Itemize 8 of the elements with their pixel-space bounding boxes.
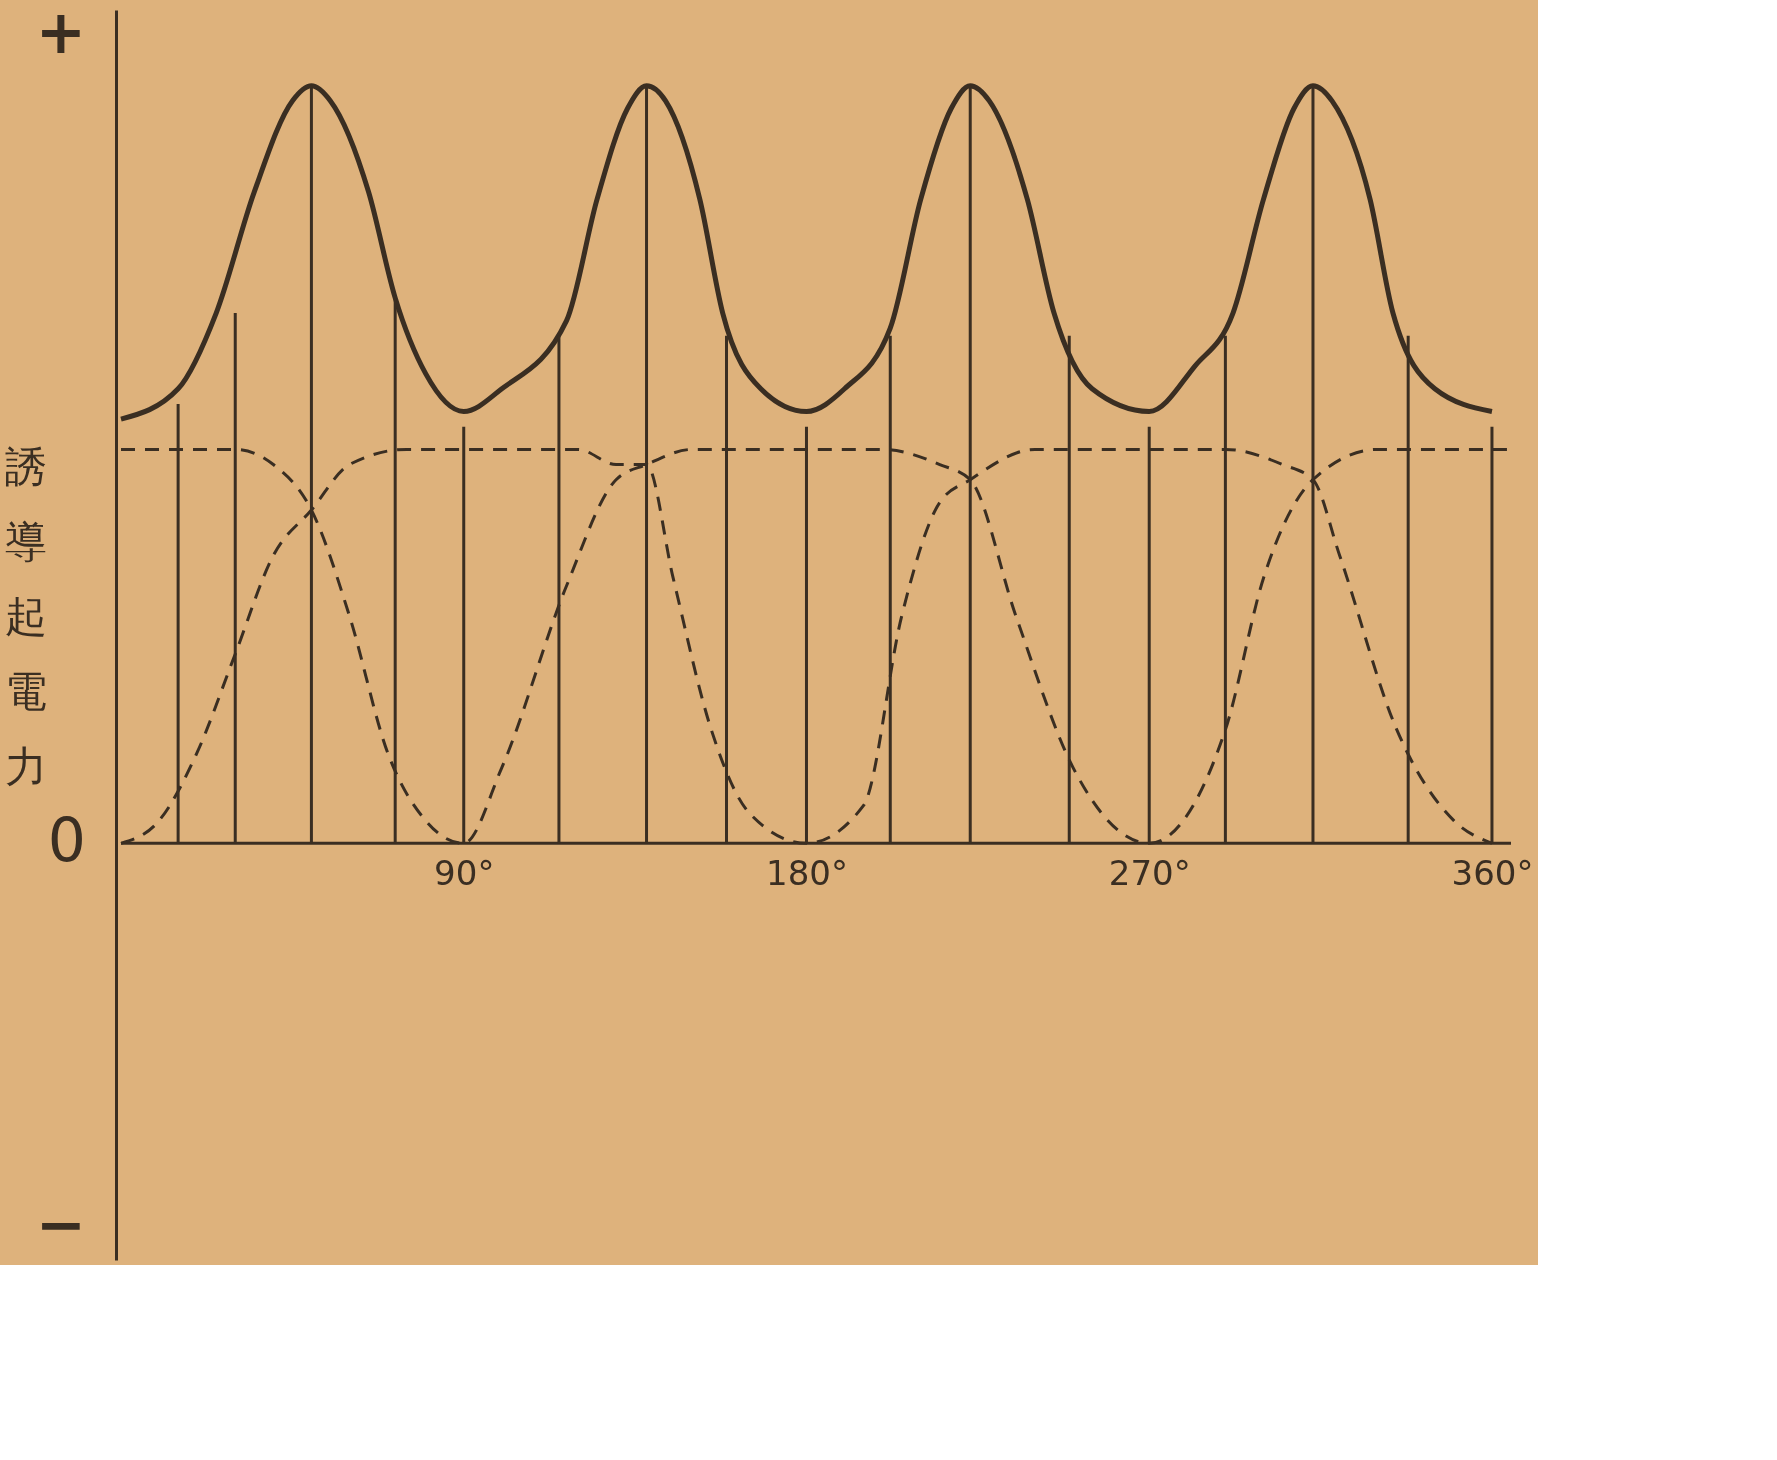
text: +: [35, 0, 86, 67]
y-axis-title: 誘導起電力: [5, 442, 47, 792]
x-tick-label: 180°: [766, 852, 848, 893]
x-tick-label: 270°: [1108, 852, 1191, 893]
x-tick-label: 90°: [434, 852, 495, 893]
x-tick-label: 360°: [1451, 852, 1534, 893]
text: −: [35, 1188, 86, 1259]
text: 0: [47, 805, 86, 876]
